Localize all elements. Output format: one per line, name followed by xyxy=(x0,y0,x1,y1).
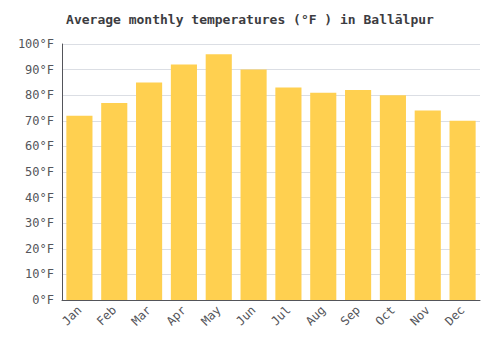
svg-text:Aug: Aug xyxy=(303,303,328,328)
svg-text:100°F: 100°F xyxy=(18,37,54,51)
svg-text:30°F: 30°F xyxy=(25,216,54,230)
svg-text:50°F: 50°F xyxy=(25,165,54,179)
svg-text:40°F: 40°F xyxy=(25,191,54,205)
svg-text:Jan: Jan xyxy=(59,303,84,328)
svg-text:Sep: Sep xyxy=(338,303,363,328)
svg-text:20°F: 20°F xyxy=(25,242,54,256)
svg-text:80°F: 80°F xyxy=(25,88,54,102)
svg-text:0°F: 0°F xyxy=(32,293,54,307)
svg-text:Jul: Jul xyxy=(268,303,293,328)
svg-text:Nov: Nov xyxy=(407,303,432,328)
svg-text:Mar: Mar xyxy=(129,303,154,328)
svg-text:Jun: Jun xyxy=(233,303,258,328)
svg-text:Dec: Dec xyxy=(442,303,467,328)
svg-text:90°F: 90°F xyxy=(25,63,54,77)
svg-text:Average monthly temperatures (: Average monthly temperatures (°F ) in Ba… xyxy=(66,12,434,27)
svg-text:70°F: 70°F xyxy=(25,114,54,128)
svg-text:Oct: Oct xyxy=(373,303,398,328)
svg-text:May: May xyxy=(198,303,223,328)
svg-text:10°F: 10°F xyxy=(25,267,54,281)
svg-text:Apr: Apr xyxy=(164,303,189,328)
svg-text:Feb: Feb xyxy=(94,303,119,328)
svg-text:60°F: 60°F xyxy=(25,139,54,153)
